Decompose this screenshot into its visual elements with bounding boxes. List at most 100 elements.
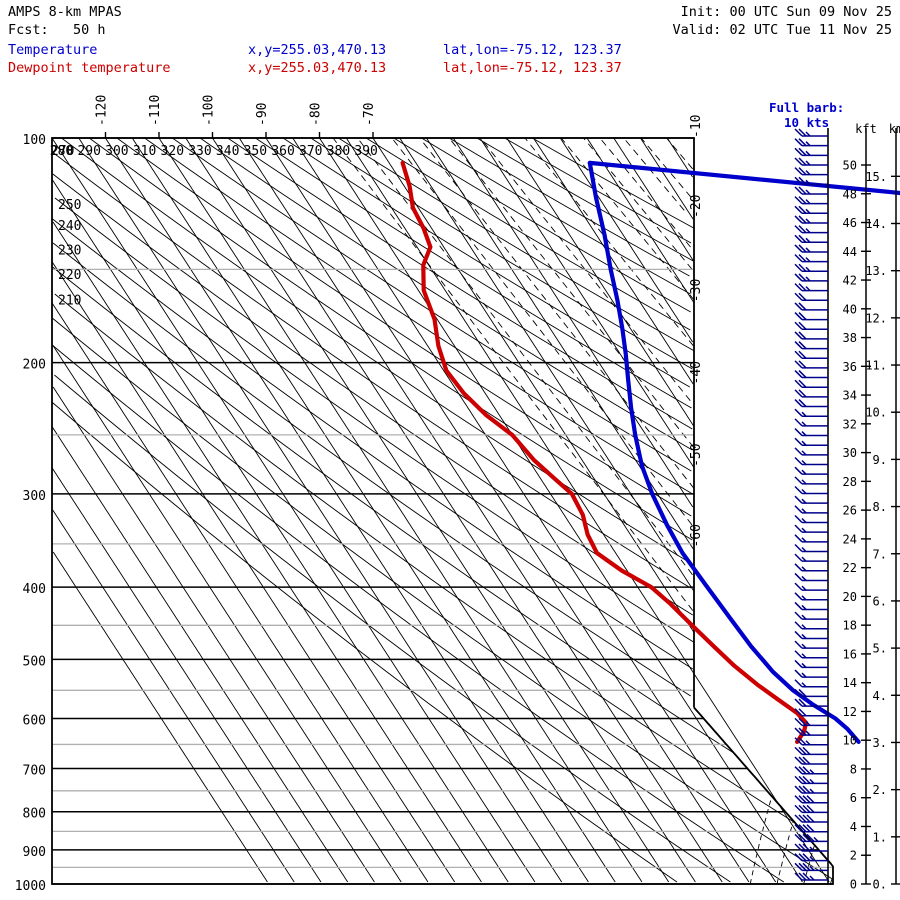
wind-barb <box>794 273 828 282</box>
kft-tick-label: 38 <box>843 331 857 345</box>
isotherm-right-label: -30 <box>689 279 704 302</box>
wind-barb <box>794 302 828 311</box>
theta-top-label: 390 <box>354 144 377 159</box>
wind-barb <box>794 524 828 533</box>
km-tick-label: 15. <box>865 170 887 184</box>
wind-barb <box>794 456 828 466</box>
theta-top-label: 350 <box>244 144 267 159</box>
wind-barb <box>794 872 828 881</box>
theta-top-label: 300 <box>105 144 128 159</box>
km-tick-label: 9. <box>873 453 887 467</box>
isotherm-top-label: -80 <box>309 103 324 126</box>
kft-tick-label: 8 <box>850 762 857 776</box>
theta-top-label: 280 <box>50 144 73 159</box>
pressure-tick-label: 800 <box>23 807 46 822</box>
barb-legend-line1: Full barb: <box>769 100 845 115</box>
temperature-trace-extension <box>587 160 900 196</box>
wind-barb <box>794 630 828 640</box>
kft-tick-label: 48 <box>843 187 857 201</box>
wind-barb <box>794 659 828 669</box>
kft-tick-label: 36 <box>843 360 857 374</box>
km-tick-label: 12. <box>865 311 887 325</box>
pressure-tick-label: 900 <box>23 845 46 860</box>
wind-barb <box>794 514 828 524</box>
theta-top-label: 370 <box>299 144 322 159</box>
wind-barb-column <box>794 128 829 884</box>
wind-barb <box>794 244 828 253</box>
kft-tick-label: 6 <box>850 791 857 805</box>
isotherm-top-label: -100 <box>202 95 217 126</box>
wind-barb <box>794 737 828 746</box>
km-tick-label: 11. <box>865 359 887 373</box>
kft-tick-label: 50 <box>843 159 857 173</box>
wind-barb <box>794 360 828 369</box>
km-tick-label: 4. <box>873 689 887 703</box>
wind-barb <box>794 621 828 630</box>
kft-tick-label: 4 <box>850 820 857 834</box>
isotherm-right-label: -20 <box>689 194 704 217</box>
theta-left-label: 230 <box>58 243 81 258</box>
isotherm-top-label: -70 <box>362 103 377 126</box>
kft-tick-label: 40 <box>843 302 857 316</box>
wind-barb <box>794 389 828 398</box>
wind-barb <box>794 167 828 176</box>
theta-left-label: 250 <box>58 198 81 213</box>
isotherm-right-label: -60 <box>689 524 704 547</box>
wind-barb <box>794 708 828 717</box>
barb-legend-line2: 10 kts <box>784 115 830 130</box>
theta-top-label: 380 <box>327 144 350 159</box>
wind-barb <box>794 176 828 186</box>
pressure-tick-label: 1000 <box>15 879 46 894</box>
kft-tick-label: 30 <box>843 446 857 460</box>
wind-barb <box>794 611 828 620</box>
kft-tick-label: 44 <box>843 245 857 259</box>
wind-barb <box>794 862 828 872</box>
wind-barb <box>794 853 828 862</box>
wind-barb <box>794 592 828 601</box>
pressure-tick-label: 100 <box>23 133 46 148</box>
wind-barb <box>794 756 828 765</box>
wind-barb <box>794 746 828 756</box>
km-tick-label: 3. <box>873 736 887 750</box>
wind-barb <box>794 582 828 591</box>
wind-barb <box>794 466 828 475</box>
kft-tick-label: 24 <box>843 532 857 546</box>
wind-barb <box>794 215 828 224</box>
wind-barb <box>794 196 828 205</box>
km-tick-label: 1. <box>873 830 887 844</box>
kft-tick-label: 32 <box>843 417 857 431</box>
wind-barb <box>794 553 828 562</box>
wind-barb <box>794 727 828 736</box>
wind-barb <box>794 485 828 495</box>
pressure-tick-label: 300 <box>23 489 46 504</box>
wind-barb <box>794 688 828 698</box>
kft-tick-label: 0 <box>850 878 857 892</box>
pressure-tick-label: 500 <box>23 654 46 669</box>
pressure-tick-label: 600 <box>23 714 46 729</box>
temperature-legend-label: Temperature <box>8 42 98 58</box>
wind-barb <box>794 717 828 727</box>
wind-barb <box>794 263 828 273</box>
kft-tick-label: 28 <box>843 475 857 489</box>
kft-tick-label: 14 <box>843 676 857 690</box>
dewpoint-latlon: lat,lon=-75.12, 123.37 <box>443 60 622 76</box>
wind-barb <box>794 775 828 785</box>
wind-barb <box>794 428 828 437</box>
isotherm-top-label: -120 <box>95 95 110 126</box>
wind-barb <box>794 138 828 147</box>
km-tick-label: 7. <box>873 547 887 561</box>
wind-barb <box>794 650 828 659</box>
theta-left-label: 210 <box>58 293 81 308</box>
wind-barb <box>794 408 828 417</box>
km-tick-label: 0. <box>873 878 887 892</box>
wind-barb <box>794 283 828 292</box>
wind-barb <box>794 601 828 611</box>
wind-barb <box>794 312 828 321</box>
wind-barb <box>794 814 828 823</box>
wind-barb <box>794 225 828 234</box>
wind-barb <box>794 205 828 215</box>
valid-time: Valid: 02 UTC Tue 11 Nov 25 <box>672 22 892 38</box>
model-title: AMPS 8-km MPAS <box>8 4 122 20</box>
wind-barb <box>794 350 828 359</box>
wind-barb <box>794 495 828 504</box>
